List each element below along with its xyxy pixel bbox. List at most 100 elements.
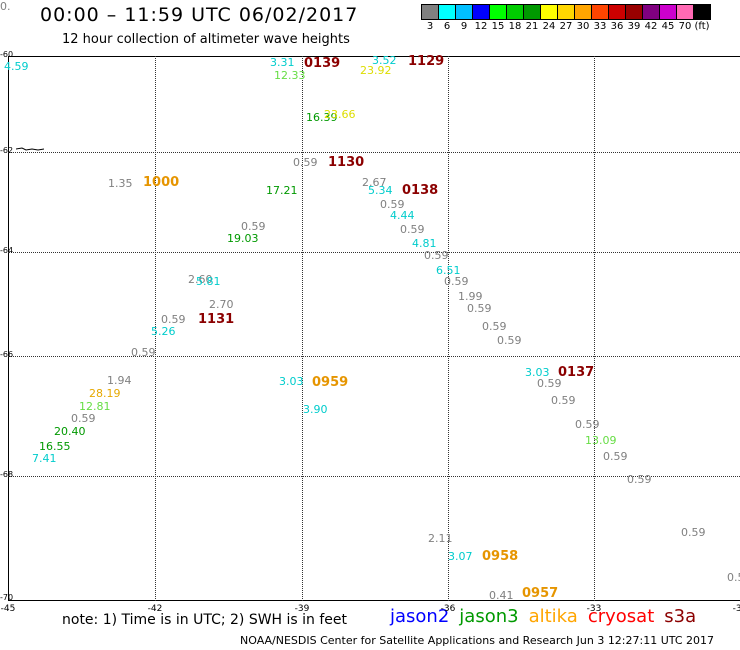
wave-height-label: 4.81 xyxy=(412,237,437,250)
wave-height-label: 1.35 xyxy=(108,177,133,190)
colorbar-label: 30 xyxy=(576,21,590,32)
longitude-label: -33 xyxy=(586,604,602,614)
wave-height-label: 13.09 xyxy=(585,434,617,447)
wave-height-label: 0.59 xyxy=(467,302,492,315)
map-subtitle: 12 hour collection of altimeter wave hei… xyxy=(62,32,350,47)
time-label: 0137 xyxy=(558,365,595,380)
wave-height-label: 3.52 xyxy=(372,54,397,67)
parallel-line xyxy=(8,476,740,477)
parallel-line xyxy=(8,152,740,153)
parallel-line xyxy=(8,356,740,357)
wave-height-label: 12.33 xyxy=(274,69,306,82)
latitude-label: -68 xyxy=(0,470,14,479)
wave-height-label: 0.59 xyxy=(551,394,576,407)
time-label: 1129 xyxy=(408,54,445,69)
wave-height-label: 0.59 xyxy=(241,220,266,233)
wave-height-label: 2.60 xyxy=(188,273,213,286)
colorbar-label: 45 xyxy=(661,21,675,32)
wave-height-label: 2.11 xyxy=(428,532,453,545)
wave-height-label: 6.51 xyxy=(436,264,461,277)
wave-height-label: 0.59 xyxy=(497,334,522,347)
wave-height-label: 0.59 xyxy=(482,320,507,333)
wave-height-label: 0.59 xyxy=(161,313,186,326)
colorbar-swatch xyxy=(676,4,694,20)
colorbar-label: 3 xyxy=(426,21,434,32)
wave-height-label: 5.26 xyxy=(151,325,176,338)
wave-height-label: 5.81 xyxy=(196,275,221,288)
wave-height-label: 20.40 xyxy=(54,425,86,438)
meridian-line xyxy=(155,56,156,601)
island-outline xyxy=(16,147,44,151)
colorbar-swatch xyxy=(506,4,524,20)
wave-height-label: 28.19 xyxy=(89,387,121,400)
colorbar-swatch xyxy=(421,4,439,20)
latitude-label: -60 xyxy=(0,50,14,59)
time-label: 1131 xyxy=(198,312,235,327)
wave-height-label: 2.67 xyxy=(362,176,387,189)
time-label: 0138 xyxy=(402,183,439,198)
colorbar-label: 36 xyxy=(610,21,624,32)
colorbar-label: 24 xyxy=(542,21,556,32)
latitude-label: -64 xyxy=(0,246,14,255)
colorbar-swatch xyxy=(693,4,711,20)
longitude-label: -42 xyxy=(147,604,163,614)
colorbar-swatch xyxy=(455,4,473,20)
wave-height-label: 19.03 xyxy=(227,232,259,245)
wave-height-label: 0.59 xyxy=(293,156,318,169)
colorbar-swatch xyxy=(523,4,541,20)
wave-height-label: 0. xyxy=(0,0,11,13)
wave-height-label: 0.59 xyxy=(380,198,405,211)
colorbar-label: 12 xyxy=(474,21,488,32)
time-label: 0957 xyxy=(522,586,559,601)
footer-credit: NOAA/NESDIS Center for Satellite Applica… xyxy=(240,634,715,647)
time-label: 0958 xyxy=(482,549,519,564)
wave-height-label: 1.94 xyxy=(107,374,132,387)
legend-item: jason2 xyxy=(390,606,450,627)
colorbar-swatch xyxy=(608,4,626,20)
wave-height-label: 0.41 xyxy=(489,589,514,602)
colorbar-label: 27 xyxy=(559,21,573,32)
wave-height-label: 16.39 xyxy=(306,111,338,124)
meridian-line xyxy=(594,56,595,601)
colorbar-swatch xyxy=(659,4,677,20)
wave-height-label: 2.70 xyxy=(209,298,234,311)
wave-height-label: 3.31 xyxy=(270,56,295,69)
latitude-label: -70 xyxy=(0,593,14,602)
colorbar-swatch xyxy=(574,4,592,20)
meridian-line xyxy=(302,56,303,601)
wave-height-label: 0.59 xyxy=(424,249,449,262)
wave-height-label: 23.92 xyxy=(360,64,392,77)
wave-height-label: 16.55 xyxy=(39,440,71,453)
colorbar-label: (ft) xyxy=(694,21,710,32)
longitude-label: -30 xyxy=(732,604,740,614)
colorbar-label: 18 xyxy=(508,21,522,32)
colorbar-label: 15 xyxy=(491,21,505,32)
colorbar-label: 70 xyxy=(678,21,692,32)
longitude-label: -45 xyxy=(0,604,16,614)
wave-height-label: 0.59 xyxy=(444,275,469,288)
map-title: 00:00 – 11:59 UTC 06/02/2017 xyxy=(40,4,359,26)
colorbar-label: 21 xyxy=(525,21,539,32)
wave-height-label: 4.44 xyxy=(390,209,415,222)
time-label: 1130 xyxy=(328,155,365,170)
legend-item: altika xyxy=(528,606,578,627)
wave-height-label: 5.34 xyxy=(368,184,393,197)
legend-item: s3a xyxy=(664,606,697,627)
wave-height-label: 0.59 xyxy=(727,571,740,584)
note-text: note: 1) Time is in UTC; 2) SWH is in fe… xyxy=(62,612,348,628)
parallel-line xyxy=(8,252,740,253)
map-area: -60 -62 -64 -66 -68 -70 4.59 3.31 12.33 3.52 23.92… xyxy=(0,0,740,602)
colorbar-swatch xyxy=(591,4,609,20)
wave-height-label: 3.90 xyxy=(303,403,328,416)
wave-height-label: 0.59 xyxy=(627,473,652,486)
wave-height-label: 12.81 xyxy=(79,400,111,413)
colorbar-swatch xyxy=(557,4,575,20)
legend-item: cryosat xyxy=(587,606,655,627)
longitude-label: -39 xyxy=(294,604,310,614)
colorbar-swatch xyxy=(438,4,456,20)
wave-height-label: 0.59 xyxy=(603,450,628,463)
colorbar-swatch xyxy=(625,4,643,20)
wave-height-label: 3.07 xyxy=(448,550,473,563)
wave-height-label: 0.59 xyxy=(400,223,425,236)
map-frame xyxy=(8,56,740,601)
